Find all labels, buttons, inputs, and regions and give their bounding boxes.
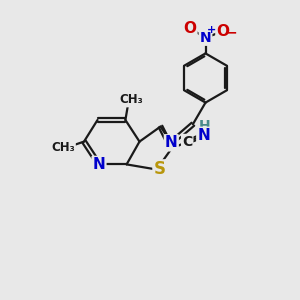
- Text: −: −: [226, 26, 237, 40]
- Text: O: O: [183, 21, 196, 36]
- Text: N: N: [200, 31, 211, 45]
- Text: +: +: [207, 25, 216, 35]
- Text: N: N: [197, 128, 210, 143]
- Text: N: N: [165, 135, 178, 150]
- Text: CH₃: CH₃: [119, 93, 143, 106]
- Text: C: C: [182, 135, 192, 149]
- Text: CH₃: CH₃: [51, 141, 75, 154]
- Text: S: S: [154, 160, 166, 178]
- Text: H: H: [199, 119, 211, 133]
- Text: O: O: [216, 24, 230, 39]
- Text: N: N: [93, 157, 105, 172]
